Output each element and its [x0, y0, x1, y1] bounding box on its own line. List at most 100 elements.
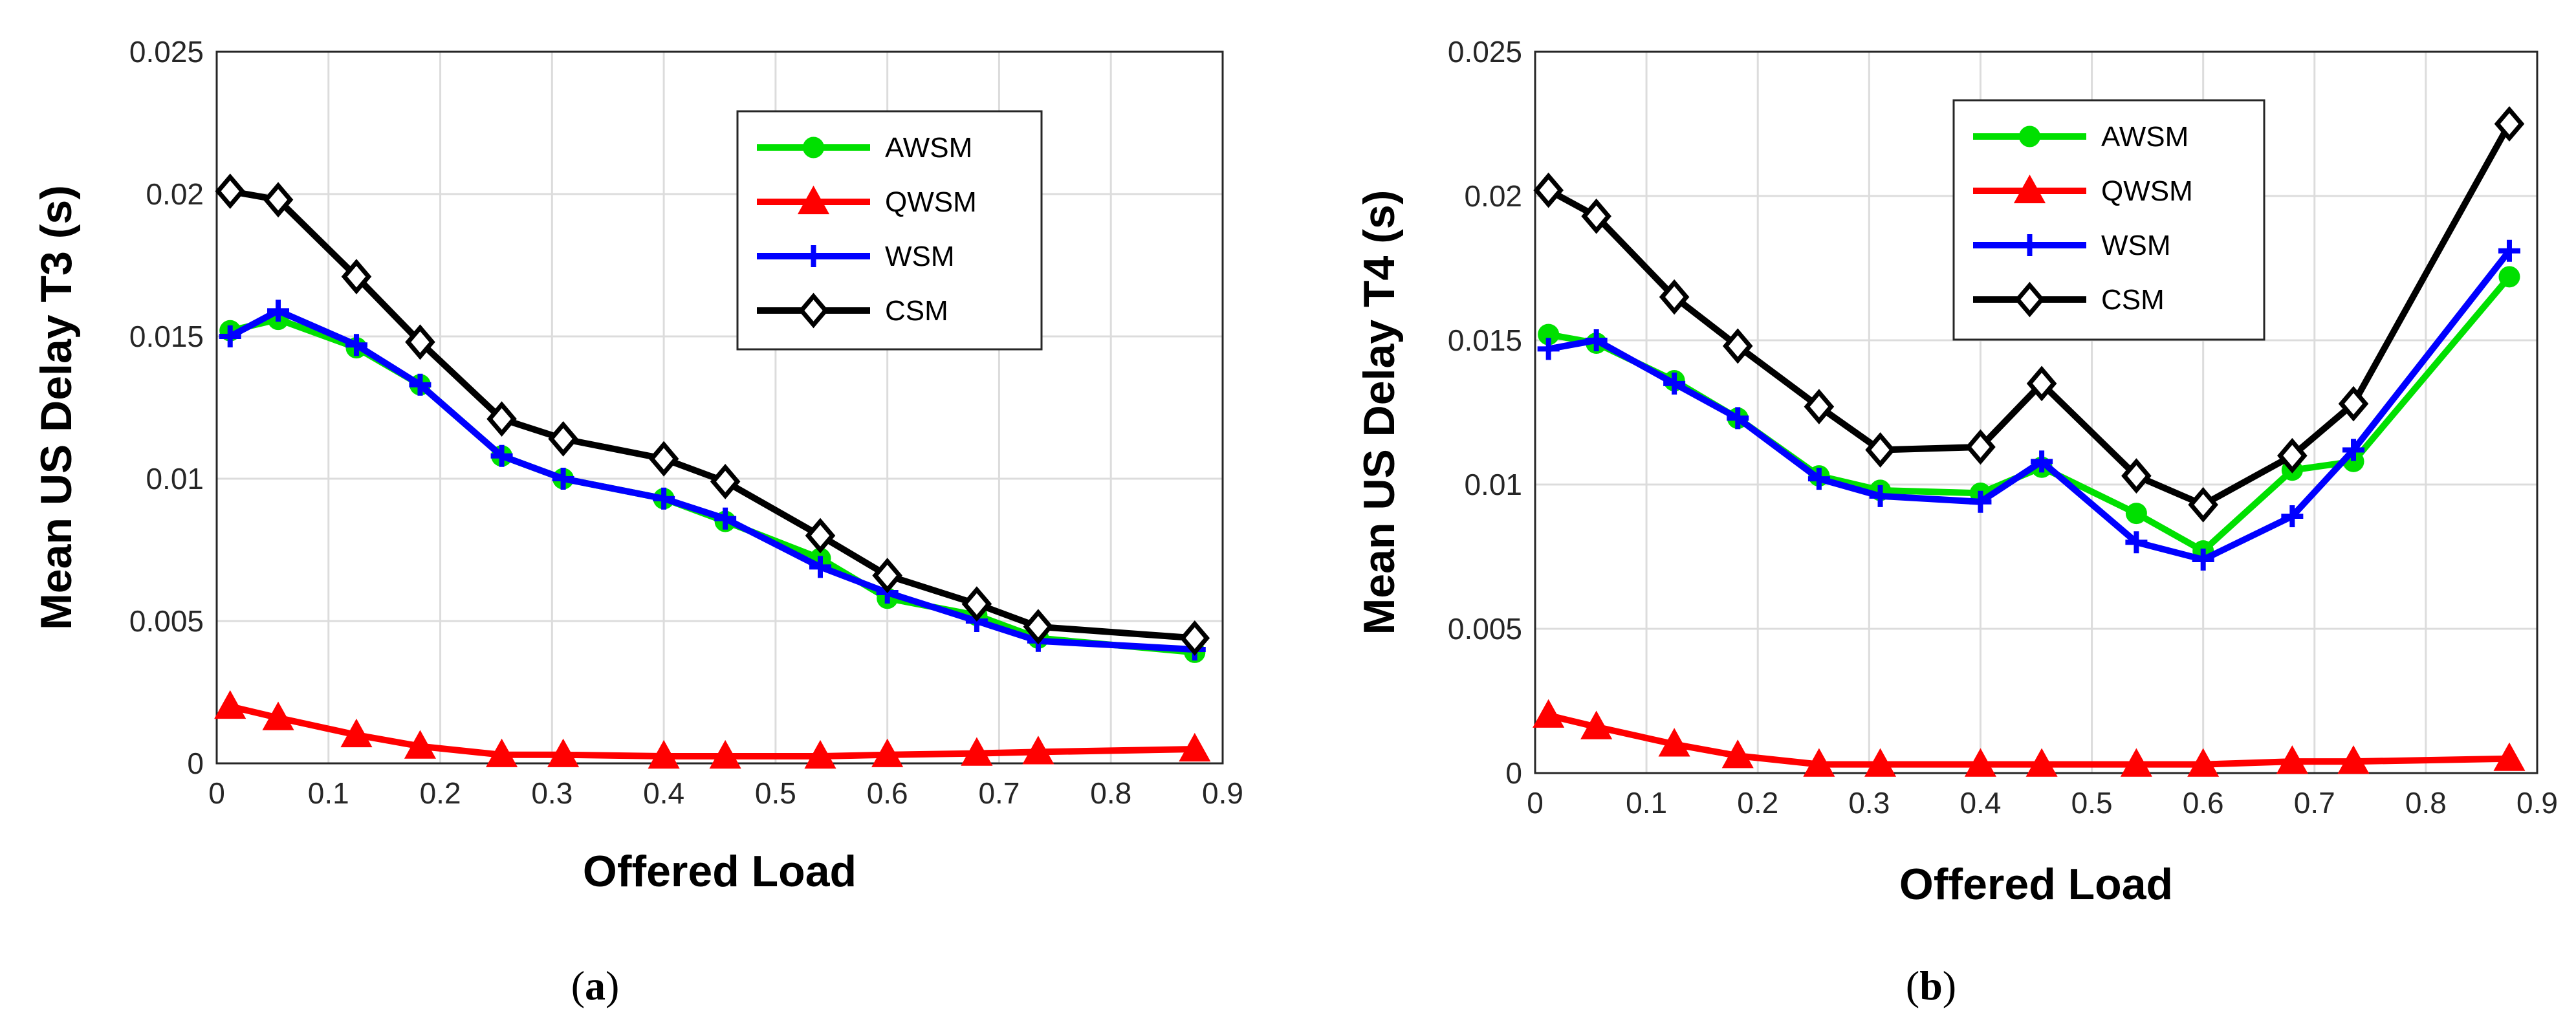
data-point-qwsm: [214, 690, 246, 719]
data-point-csm: [1581, 198, 1611, 234]
data-point-wsm: [2342, 439, 2365, 461]
data-point-wsm: [2281, 505, 2304, 528]
data-point-wsm: [552, 468, 574, 490]
data-point-qwsm: [2337, 745, 2370, 774]
data-point-wsm: [1869, 485, 1892, 507]
caption-b: (b): [1906, 963, 1956, 1009]
data-point-qwsm: [1580, 710, 1613, 739]
data-point-csm: [1804, 389, 1835, 424]
legend-label-wsm: WSM: [885, 241, 955, 272]
data-point-csm: [2026, 366, 2057, 402]
data-point-qwsm: [404, 730, 437, 759]
data-point-wsm: [1585, 329, 1608, 351]
data-point-wsm: [409, 373, 431, 396]
data-point-wsm: [267, 300, 290, 322]
data-point-csm: [1965, 429, 1996, 465]
x-tick-label: 0.3: [1848, 786, 1890, 820]
legend-marker-csm: [798, 292, 829, 329]
data-point-csm: [710, 463, 741, 499]
data-point-wsm: [1663, 372, 1686, 395]
data-point-wsm: [809, 556, 831, 578]
legend-label-awsm: AWSM: [2101, 121, 2189, 153]
y-tick-label: 0.02: [1464, 179, 1522, 213]
data-point-wsm: [1807, 468, 1830, 490]
data-point-qwsm: [262, 701, 294, 730]
y-tick-label: 0.01: [1464, 468, 1522, 501]
data-point-csm: [263, 182, 294, 218]
data-point-qwsm: [871, 738, 904, 767]
y-axis-label: Mean US Delay T4 (s): [1355, 190, 1404, 635]
data-point-qwsm: [961, 737, 993, 766]
x-tick-label: 0.3: [531, 776, 573, 810]
legend-marker-wsm: [802, 245, 825, 267]
data-point-csm: [872, 558, 902, 594]
x-axis-label: Offered Load: [1899, 860, 2173, 909]
data-point-qwsm: [340, 718, 373, 748]
data-point-qwsm: [2276, 745, 2308, 774]
x-tick-label: 0: [1527, 786, 1544, 820]
data-point-csm: [961, 586, 992, 622]
data-point-qwsm: [1803, 748, 1835, 777]
y-tick-label: 0: [187, 747, 204, 780]
data-point-qwsm: [2187, 748, 2220, 777]
data-point-qwsm: [2120, 748, 2152, 777]
data-point-csm: [1659, 279, 1690, 315]
y-tick-label: 0.015: [1448, 323, 1522, 357]
data-point-csm: [548, 420, 578, 457]
x-tick-label: 0.8: [2405, 786, 2447, 820]
data-point-wsm: [2031, 450, 2053, 473]
data-point-csm: [341, 259, 372, 295]
caption-a: (a): [571, 963, 620, 1009]
x-tick-label: 0.5: [2071, 786, 2113, 820]
legend-label-qwsm: QWSM: [885, 186, 977, 218]
legend-label-csm: CSM: [2101, 284, 2165, 316]
x-tick-label: 0.2: [1737, 786, 1778, 820]
data-point-qwsm: [1964, 748, 1996, 777]
data-point-csm: [215, 173, 246, 210]
data-point-csm: [1179, 620, 1210, 656]
y-tick-label: 0.005: [129, 604, 204, 638]
data-point-csm: [2338, 386, 2369, 422]
legend-marker-qwsm: [797, 185, 830, 215]
y-tick-label: 0.02: [146, 177, 204, 211]
data-point-qwsm: [2493, 742, 2526, 771]
data-point-awsm: [2125, 503, 2147, 525]
data-point-wsm: [2125, 531, 2148, 554]
data-point-qwsm: [1022, 736, 1054, 765]
chart-panel-b: 0 0.1 0.2 0.3 0.4 0.5 0.6 0.7 0.8 0.9 0 0.005 0.01 0.…: [1355, 35, 2558, 909]
data-point-wsm: [653, 487, 675, 510]
x-tick-label: 0.9: [2516, 786, 2558, 820]
x-tick-label: 0.8: [1090, 776, 1131, 810]
legend-label-qwsm: QWSM: [2101, 175, 2193, 207]
y-tick-label: 0.005: [1448, 612, 1522, 646]
data-point-qwsm: [648, 739, 680, 769]
data-point-qwsm: [804, 739, 836, 769]
x-tick-label: 0.6: [867, 776, 908, 810]
x-tick-label: 0.4: [1959, 786, 2001, 820]
legend: AWSM QWSM WSM CSM: [736, 110, 1043, 351]
legend-marker-csm: [2014, 281, 2045, 318]
x-tick-label: 0.9: [1202, 776, 1243, 810]
legend-marker-awsm: [803, 136, 824, 158]
legend-marker-awsm: [2019, 126, 2040, 147]
y-tick-label: 0: [1505, 756, 1522, 790]
data-point-csm: [2188, 486, 2218, 523]
data-point-qwsm: [709, 739, 741, 769]
data-point-csm: [405, 324, 435, 360]
x-tick-label: 0.6: [2183, 786, 2224, 820]
legend: AWSM QWSM WSM CSM: [1952, 99, 2265, 341]
data-point-qwsm: [1533, 699, 1565, 728]
legend-label-wsm: WSM: [2101, 230, 2171, 261]
x-tick-label: 0: [208, 776, 225, 810]
data-point-wsm: [1537, 338, 1560, 360]
data-point-qwsm: [1658, 728, 1690, 757]
data-point-csm: [1865, 432, 1895, 468]
y-tick-label: 0.015: [129, 320, 204, 353]
data-point-qwsm: [1864, 748, 1897, 777]
data-point-qwsm: [2025, 748, 2058, 777]
plot-area: [217, 52, 1223, 763]
x-tick-label: 0.7: [978, 776, 1020, 810]
data-point-wsm: [1969, 490, 1992, 513]
data-point-csm: [2277, 437, 2308, 474]
